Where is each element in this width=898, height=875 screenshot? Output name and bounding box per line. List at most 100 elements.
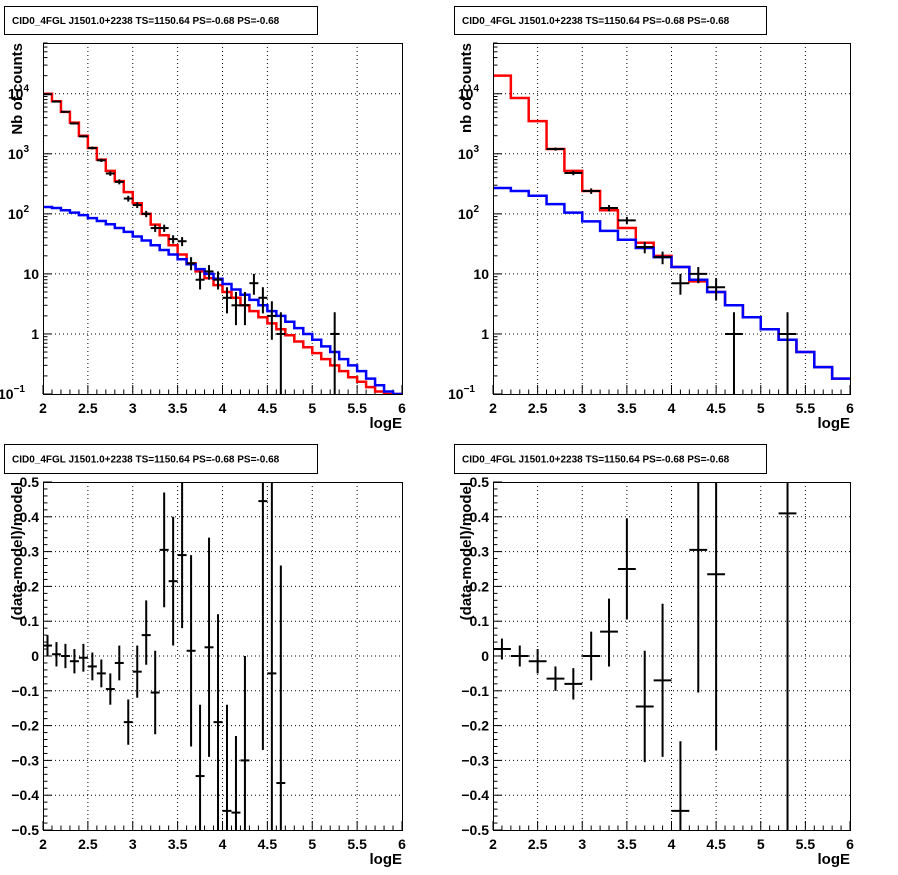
data-point xyxy=(204,265,214,280)
data-point xyxy=(78,135,88,138)
data-point xyxy=(707,278,726,301)
x-tick-label: 4 xyxy=(219,836,227,852)
plot-frame xyxy=(493,43,851,395)
x-tick-label: 5 xyxy=(308,836,316,852)
data-point xyxy=(707,482,726,750)
panel-title: CID0_4FGL J1501.0+2238 TS=1150.64 PS=-0.… xyxy=(4,6,318,35)
panel-top-left: CID0_4FGL J1501.0+2238 TS=1150.64 PS=-0.… xyxy=(0,0,449,437)
data-point xyxy=(231,291,241,326)
x-tick-label: 2.5 xyxy=(78,400,98,416)
x-tick-label: 6 xyxy=(398,400,406,416)
x-tick-label: 4 xyxy=(219,400,227,416)
data-point xyxy=(653,251,672,265)
data-point xyxy=(186,257,196,271)
x-tick-label: 4.5 xyxy=(258,400,278,416)
data-point xyxy=(671,741,690,830)
residual-plot-right: CID0_4FGL J1501.0+2238 TS=1150.64 PS=-0.… xyxy=(454,444,854,868)
panel-title-text: CID0_4FGL J1501.0+2238 TS=1150.64 PS=-0.… xyxy=(462,455,730,466)
y-tick-label: 0.3 xyxy=(470,544,490,560)
grid xyxy=(493,43,850,394)
data-point xyxy=(231,736,241,830)
data-point xyxy=(177,482,187,629)
y-tick-label: −0.3 xyxy=(11,752,39,768)
x-tick-label: 2.5 xyxy=(78,836,98,852)
panel-bottom-right: CID0_4FGL J1501.0+2238 TS=1150.64 PS=-0.… xyxy=(449,437,898,875)
y-tick-label: 0 xyxy=(31,648,39,664)
x-axis-title: logE xyxy=(818,415,851,432)
y-tick-label: 102 xyxy=(458,204,480,222)
data-point xyxy=(132,202,142,209)
data-point xyxy=(123,195,133,202)
y-tick-label: 1 xyxy=(31,326,39,342)
data-point xyxy=(141,600,151,665)
y-tick-label: −0.1 xyxy=(11,683,39,699)
x-tick-label: 2 xyxy=(39,400,47,416)
data-point xyxy=(159,492,169,608)
x-tick-label: 3.5 xyxy=(168,400,188,416)
x-tick-labels: 2 2.5 3 3.5 4 4.5 5 5.5 6 xyxy=(39,400,406,416)
data-point xyxy=(493,638,511,660)
x-tick-label: 6 xyxy=(398,836,406,852)
counts-plot-right: CID0_4FGL J1501.0+2238 TS=1150.64 PS=-0.… xyxy=(449,6,854,432)
x-tick-label: 5.5 xyxy=(347,836,367,852)
data-point xyxy=(258,482,268,750)
y-tick-label: 0.2 xyxy=(470,578,490,594)
data-point xyxy=(60,110,70,113)
plot-area xyxy=(493,74,850,394)
y-tick-label: 0.3 xyxy=(20,544,40,560)
data-point xyxy=(267,301,277,340)
data-point xyxy=(671,273,690,295)
y-tick-label: 102 xyxy=(8,204,30,222)
data-point xyxy=(105,171,115,176)
data-point xyxy=(51,100,61,103)
x-axis-title: logE xyxy=(370,851,403,868)
data-point xyxy=(635,241,654,254)
data-point xyxy=(546,666,565,691)
data-point xyxy=(222,287,232,314)
y-axis-title: Nb of counts xyxy=(9,43,26,135)
y-tick-label: 0.5 xyxy=(20,474,40,490)
x-tick-label: 3 xyxy=(129,836,137,852)
y-axis-title: (data-model)/model xyxy=(458,482,475,620)
panel-title: CID0_4FGL J1501.0+2238 TS=1150.64 PS=-0.… xyxy=(454,6,767,35)
y-tick-label: 0.4 xyxy=(470,509,490,525)
x-tick-label: 2.5 xyxy=(528,400,548,416)
y-tick-label: −0.5 xyxy=(11,822,39,838)
data-point xyxy=(159,224,169,232)
data-point xyxy=(778,312,797,394)
data-point xyxy=(546,147,565,151)
y-axis-title: (data-model)/model xyxy=(9,482,26,620)
data-point xyxy=(653,603,672,757)
data-point xyxy=(617,518,636,620)
counts-plot-left: CID0_4FGL J1501.0+2238 TS=1150.64 PS=-0.… xyxy=(0,6,406,432)
y-tick-label: 10−1 xyxy=(0,384,25,402)
x-tick-label: 6 xyxy=(846,400,854,416)
y-tick-label: 103 xyxy=(8,144,30,162)
residual-plot-left: CID0_4FGL J1501.0+2238 TS=1150.64 PS=-0.… xyxy=(4,444,406,868)
y-tick-label: 0.5 xyxy=(470,474,490,490)
plot-frame xyxy=(493,482,851,831)
data-point xyxy=(105,673,115,705)
y-tick-label: 103 xyxy=(458,144,480,162)
data-point xyxy=(213,614,223,830)
data-point xyxy=(150,650,160,735)
panel-title: CID0_4FGL J1501.0+2238 TS=1150.64 PS=-0.… xyxy=(4,444,318,474)
data-point xyxy=(276,565,286,830)
x-tick-label: 4.5 xyxy=(258,836,278,852)
data-point xyxy=(778,482,797,830)
x-tick-label: 5.5 xyxy=(796,400,816,416)
y-tick-label: 1 xyxy=(481,326,489,342)
plot-area xyxy=(43,482,286,830)
x-tick-label: 2 xyxy=(489,400,497,416)
data-point xyxy=(150,224,160,232)
data-point xyxy=(725,312,743,394)
data-point xyxy=(60,643,70,669)
x-tick-label: 6 xyxy=(846,836,854,852)
x-tick-label: 2.5 xyxy=(528,836,548,852)
y-tick-labels: −0.5 −0.4 −0.3 −0.2 −0.1 0 0.1 0.2 0.3 0.4 0.5 xyxy=(11,474,39,838)
x-tick-label: 5 xyxy=(308,400,316,416)
plot-frame xyxy=(43,482,403,831)
panel-title-text: CID0_4FGL J1501.0+2238 TS=1150.64 PS=-0.… xyxy=(12,16,280,27)
x-tick-label: 4 xyxy=(668,400,676,416)
x-tick-label: 3 xyxy=(578,400,586,416)
